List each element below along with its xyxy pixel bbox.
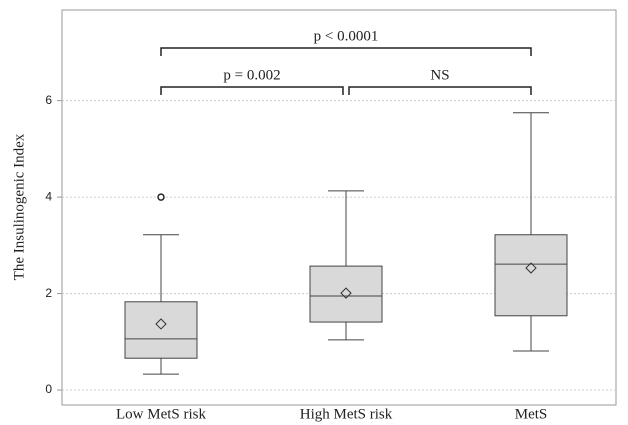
outlier <box>157 193 165 201</box>
x-tick-label: MetS <box>515 406 548 422</box>
significance-label: p < 0.0001 <box>314 28 379 44</box>
y-tick-label: 0 <box>45 382 52 396</box>
x-tick-label: High MetS risk <box>300 406 393 422</box>
mean-marker <box>155 318 167 330</box>
mean-marker <box>525 262 537 274</box>
y-axis-label: The Insulinogenic Index <box>11 133 27 280</box>
x-tick-label: Low MetS risk <box>116 406 207 422</box>
significance-label: p = 0.002 <box>223 67 280 83</box>
y-tick-label: 2 <box>45 286 52 300</box>
y-tick-label: 4 <box>45 189 52 203</box>
plot-frame <box>61 9 617 406</box>
box <box>309 265 383 323</box>
box <box>494 234 568 317</box>
significance-bracket <box>348 86 532 95</box>
mean-marker <box>340 287 352 299</box>
significance-bracket <box>160 47 532 56</box>
significance-bracket <box>160 86 344 95</box>
y-tick-label: 6 <box>45 93 52 107</box>
significance-label: NS <box>430 67 449 83</box>
box <box>124 301 198 359</box>
